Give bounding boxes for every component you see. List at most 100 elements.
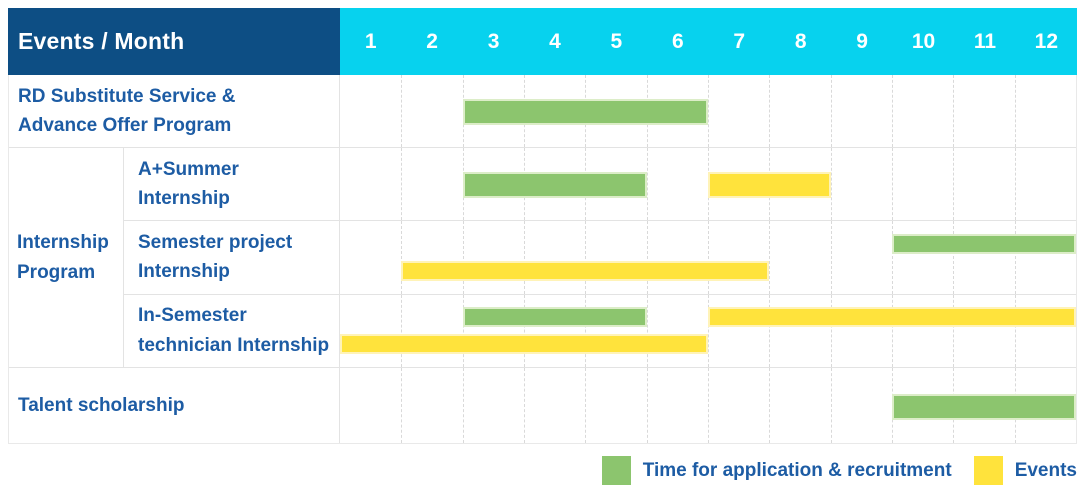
month-gridline [340,75,401,147]
month-gridline [585,294,646,367]
month-header-8: 8 [794,29,807,53]
month-gridline [585,221,646,294]
month-gridline [892,221,953,294]
row-label: Talent scholarship [18,394,185,416]
month-gridline [1014,148,1076,221]
month-gridline [708,294,769,367]
legend-item-application: Time for application & recruitment [601,456,952,485]
application-bar [462,99,708,125]
month-gridline [892,294,953,367]
row-summer-internship: A+Summer Internship [124,148,1076,222]
month-header-2: 2 [426,29,438,53]
row-label: A+Summer Internship [138,158,239,210]
chart-cell-semester [340,221,1076,294]
month-gridline [462,368,524,443]
month-gridline [953,148,1014,221]
legend-label: Time for application & recruitment [642,459,952,481]
month-gridline [953,294,1014,367]
month-gridline [708,75,769,147]
group-internship-program: Internship Program A+Summer Internship S… [9,148,1076,368]
month-gridline [340,295,401,367]
header-title: Events / Month [8,8,340,75]
row-label-cell: RD Substitute Service & Advance Offer Pr… [9,75,340,147]
month-gridline [462,294,524,367]
events-bar [708,172,831,199]
group-sub-rows: A+Summer Internship Semester project Int… [124,148,1076,367]
month-gridline [769,294,830,367]
application-bar [462,306,647,327]
group-label: Internship Program [17,232,109,283]
month-gridline [953,221,1014,294]
legend-item-events: Events [973,456,1077,485]
month-gridline [830,75,892,147]
month-gridline [953,75,1014,147]
month-header-11: 11 [973,29,997,53]
month-gridline [401,294,462,367]
chart-cell-rd [340,75,1076,147]
month-gridline [462,221,524,294]
month-gridline [646,294,708,367]
row-semester-project: Semester project Internship [124,221,1076,295]
month-gridline [830,148,892,221]
month-gridline [340,148,401,220]
month-gridline [708,221,769,294]
month-gridline [769,75,830,147]
month-gridline [830,294,892,367]
month-gridline [585,368,646,443]
month-gridline [1014,75,1076,147]
month-gridline [830,368,892,443]
month-gridline [830,221,892,294]
row-rd-substitute: RD Substitute Service & Advance Offer Pr… [9,75,1076,148]
application-bar [892,393,1076,420]
events-bar [708,306,1076,327]
schedule-table: Events / Month 1 2 3 4 5 6 7 8 9 10 11 12 RD Substi… [8,8,1077,444]
month-gridline [340,221,401,293]
row-label: Semester project Internship [138,232,293,283]
month-gridline [769,368,830,443]
month-gridline [646,148,708,221]
month-header-12: 12 [1034,29,1059,53]
chart-cell-summer [340,148,1076,221]
group-label-cell: Internship Program [9,148,124,367]
month-gridline [1014,221,1076,294]
events-bar [340,334,708,355]
row-label: RD Substitute Service & Advance Offer Pr… [18,85,236,136]
month-gridline [892,75,953,147]
row-in-semester-technician: In-Semester technician Internship [124,294,1076,367]
chart-cell-technician [340,294,1076,367]
month-header-9: 9 [856,29,868,53]
chart-cell-talent [340,368,1076,443]
month-gridline [646,221,708,294]
month-header-5: 5 [610,29,623,53]
month-gridline [892,148,953,221]
row-label: In-Semester technician Internship [138,305,330,356]
month-gridline [401,75,462,147]
application-bar [892,233,1076,254]
month-header-10: 10 [911,29,936,53]
month-gridline [401,368,462,443]
events-bar [401,261,770,282]
application-bar [462,172,647,199]
month-header-strip: 1 2 3 4 5 6 7 8 9 10 11 12 [340,8,1077,75]
legend-label: Events [1014,459,1077,481]
month-gridline [524,294,585,367]
table-body: RD Substitute Service & Advance Offer Pr… [8,75,1077,444]
month-gridline [769,221,830,294]
application-swatch-icon [601,456,631,485]
month-header-6: 6 [671,29,684,53]
events-swatch-icon [973,456,1003,485]
month-gridline [646,368,708,443]
month-gridline [524,221,585,294]
month-gridline [401,148,462,221]
month-gridline [340,368,401,443]
month-header-1: 1 [364,29,377,53]
table-header: Events / Month 1 2 3 4 5 6 7 8 9 10 11 12 [8,8,1077,75]
month-gridline [524,368,585,443]
month-header-4: 4 [549,29,561,53]
month-gridline [401,221,462,294]
row-talent-scholarship: Talent scholarship [9,368,1076,443]
month-gridline [1014,294,1076,367]
row-label-cell: A+Summer Internship [124,148,340,221]
month-header-7: 7 [733,29,746,53]
